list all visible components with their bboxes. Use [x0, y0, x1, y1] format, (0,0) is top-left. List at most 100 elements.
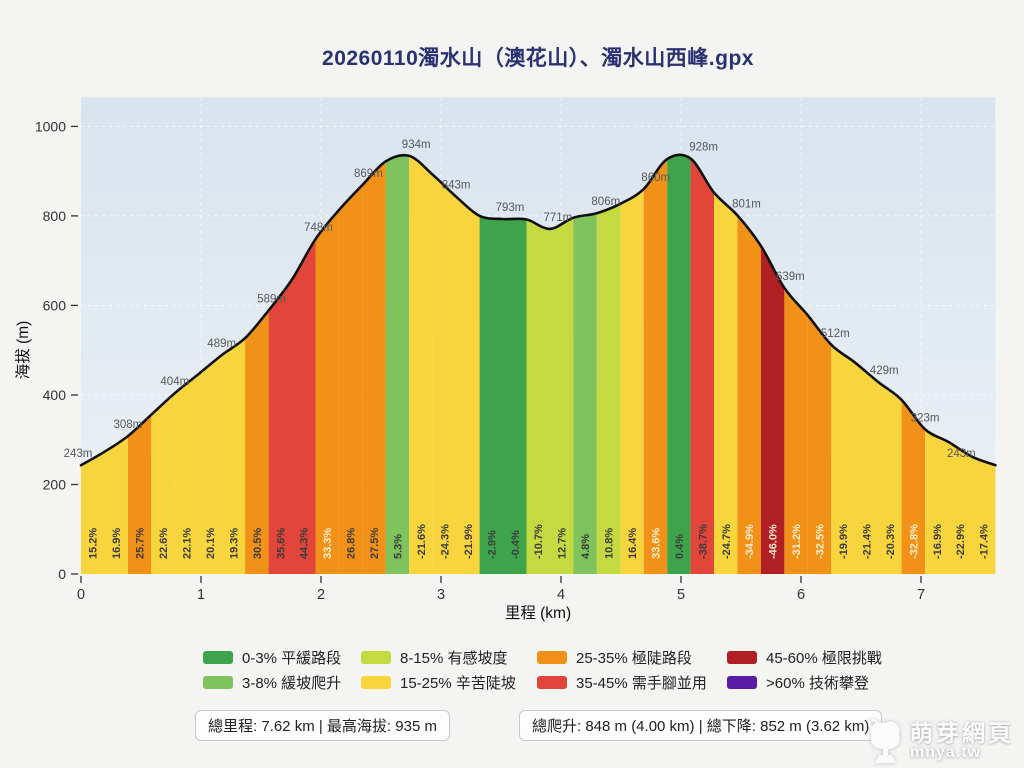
gradient-segment: [972, 456, 996, 574]
watermark-site-name: 萌芽網頁: [910, 719, 1014, 746]
elevation-point-label: 404m: [160, 376, 189, 388]
grade-percent-label: 44.3%: [299, 528, 311, 559]
x-axis-tick-label: 4: [557, 587, 565, 603]
legend-swatch: [537, 651, 567, 664]
gradient-segment: [925, 429, 949, 574]
x-axis-title: 里程 (km): [505, 604, 571, 622]
elevation-point-label: 748m: [304, 222, 333, 234]
stat-box-climb: 總爬升: 848 m (4.00 km) | 總下降: 852 m (3.62 …: [519, 710, 883, 741]
legend-swatch: [727, 651, 757, 664]
gradient-segment: [596, 203, 621, 575]
grade-percent-label: -10.7%: [533, 524, 545, 559]
legend-swatch: [203, 676, 233, 689]
grade-percent-label: -24.3%: [439, 524, 451, 559]
gradient-segment: [831, 344, 855, 574]
elevation-point-label: 512m: [821, 328, 850, 340]
grade-percent-label: 22.6%: [158, 528, 170, 559]
grade-percent-label: -21.6%: [416, 524, 428, 559]
elevation-point-label: 806m: [591, 196, 620, 208]
x-axis-tick-label: 7: [917, 587, 925, 603]
grade-percent-label: 35.6%: [275, 528, 287, 559]
gradient-segment: [292, 239, 316, 574]
x-axis-tick-label: 5: [677, 587, 685, 603]
gradient-segment: [878, 382, 902, 574]
elevation-point-label: 934m: [402, 139, 431, 151]
y-axis-tick-label: 200: [43, 477, 67, 493]
grade-percent-label: 5.3%: [393, 534, 405, 559]
stat-box-distance: 總里程: 7.62 km | 最高海拔: 935 m: [195, 710, 450, 741]
tree-icon: [868, 719, 900, 763]
grade-percent-label: -16.9%: [932, 524, 944, 559]
legend-item: 8-15% 有感坡度: [361, 645, 537, 670]
legend-label: 0-3% 平緩路段: [242, 650, 342, 667]
chart-title: 20260110濁水山（澳花山）、濁水山西峰.gpx: [322, 47, 754, 70]
grade-percent-label: -17.4%: [979, 524, 991, 559]
elevation-point-label: 589m: [257, 293, 286, 305]
gradient-segment: [409, 155, 433, 574]
y-axis-tick-label: 600: [43, 297, 67, 313]
grade-percent-label: -20.3%: [885, 524, 897, 559]
grade-percent-label: -31.2%: [791, 524, 803, 559]
grade-percent-label: -38.7%: [697, 524, 709, 559]
grade-percent-label: 16.9%: [111, 528, 123, 559]
gradient-segment: [81, 451, 105, 574]
grade-percent-label: -2.9%: [486, 530, 498, 559]
legend-label: 15-25% 辛苦陡坡: [400, 675, 516, 692]
grade-percent-label: -21.4%: [861, 524, 873, 559]
legend-item: 0-3% 平緩路段: [203, 645, 361, 670]
elevation-point-label: 771m: [544, 212, 573, 224]
grade-percent-label: 12.7%: [557, 528, 569, 559]
y-axis-title: 海拔 (m): [14, 321, 32, 380]
grade-percent-label: 22.1%: [182, 528, 194, 559]
gradient-segment: [714, 192, 738, 574]
gradient-segment: [667, 154, 691, 574]
grade-percent-label: -34.9%: [744, 524, 756, 559]
legend-label: 35-45% 需手腳並用: [576, 675, 707, 692]
gradient-segment: [198, 355, 222, 574]
grade-percent-label: 20.1%: [205, 528, 217, 559]
grade-percent-label: 15.2%: [88, 528, 100, 559]
gradient-segment: [432, 174, 457, 574]
gradient-segment: [737, 215, 761, 574]
watermark-site-url: mnya.tw: [910, 743, 982, 761]
y-axis-tick-label: 800: [43, 208, 67, 224]
legend-item: 35-45% 需手腳並用: [537, 670, 727, 695]
grade-percent-label: 0.4%: [674, 534, 686, 559]
gradient-segment: [221, 338, 246, 574]
grade-percent-label: -19.9%: [838, 524, 850, 559]
gradient-segment: [690, 158, 714, 574]
y-axis-tick-label: 0: [58, 566, 66, 582]
gradient-segment: [268, 279, 292, 574]
grade-percent-label: -24.7%: [721, 524, 733, 559]
gradient-segment: [104, 436, 128, 574]
gradient-segment: [573, 213, 597, 574]
legend-label: >60% 技術攀登: [766, 675, 869, 692]
elevation-point-label: 869m: [354, 168, 383, 180]
legend-swatch: [361, 676, 391, 689]
grade-percent-label: -22.9%: [955, 524, 967, 559]
gradient-segment: [456, 196, 480, 574]
grade-percent-label: 26.8%: [346, 528, 358, 559]
gradient-segment: [948, 442, 972, 574]
grade-percent-label: -0.4%: [510, 530, 522, 559]
elevation-point-label: 801m: [732, 199, 761, 211]
grade-percent-label: 25.7%: [135, 528, 147, 559]
gradient-segment: [760, 245, 785, 574]
grade-percent-label: 16.4%: [627, 528, 639, 559]
x-axis-tick-label: 3: [437, 587, 445, 603]
grade-percent-label: 19.3%: [228, 528, 240, 559]
grade-percent-label: -32.5%: [815, 524, 827, 559]
x-axis-tick-label: 2: [317, 587, 325, 603]
legend-label: 3-8% 緩坡爬升: [242, 675, 342, 692]
grade-percent-label: 4.8%: [580, 534, 592, 559]
gradient-segment: [245, 310, 269, 574]
elevation-point-label: 639m: [776, 271, 805, 283]
grade-percent-label: -46.0%: [768, 524, 780, 559]
elevation-point-label: 928m: [689, 142, 718, 154]
gradient-segment: [901, 399, 926, 574]
grade-percent-label: 33.3%: [322, 528, 334, 559]
legend-item: 45-60% 極限挑戰: [727, 645, 882, 670]
grade-percent-label: -21.9%: [463, 524, 475, 559]
legend-label: 45-60% 極限挑戰: [766, 650, 882, 667]
gradient-segment: [503, 218, 527, 574]
